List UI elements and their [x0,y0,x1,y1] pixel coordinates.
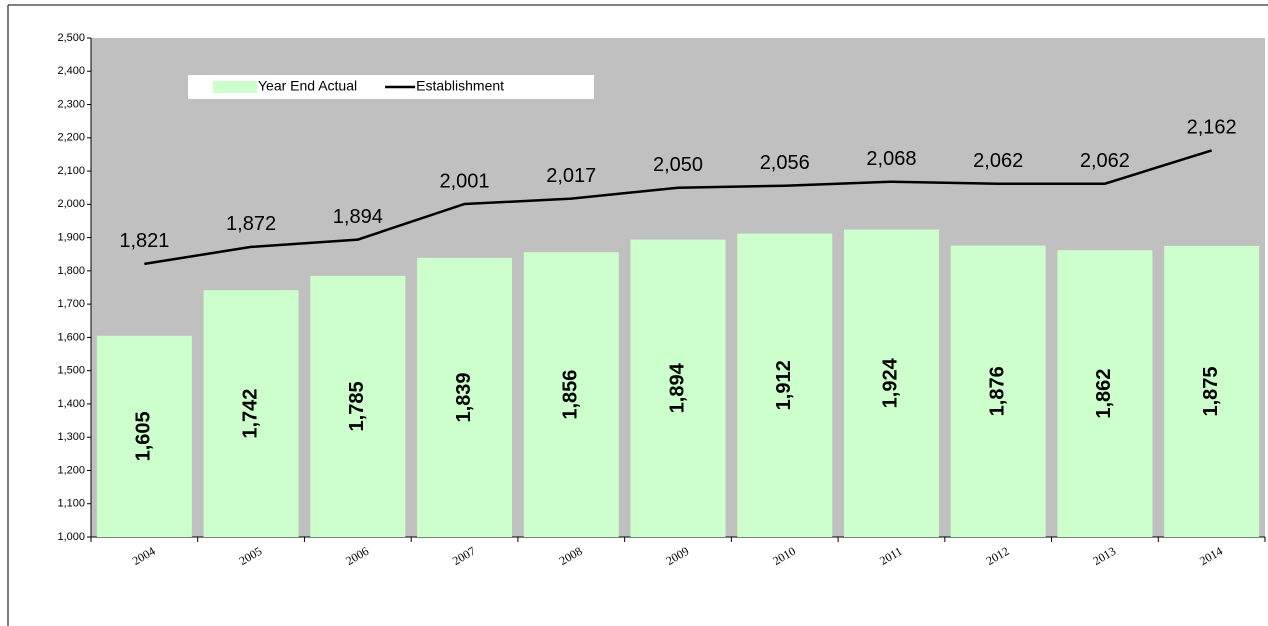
line-label: 2,062 [973,150,1023,172]
line-label: 1,821 [119,230,169,252]
y-tick-label: 1,200 [57,464,85,476]
line-label: 2,050 [653,154,703,176]
bar-label: 1,839 [453,372,475,422]
y-tick-label: 1,400 [57,398,85,410]
y-tick-label: 1,500 [57,365,85,377]
line-label: 2,162 [1187,117,1237,139]
y-tick-label: 1,800 [57,265,85,277]
y-tick-label: 1,000 [57,531,85,543]
x-tick-label: 2006 [343,544,371,568]
y-tick-label: 1,600 [57,331,85,343]
x-tick-label: 2014 [1197,544,1225,568]
bar-label: 1,875 [1200,366,1222,416]
bar [203,290,299,537]
line-label: 2,017 [546,165,596,187]
x-tick-label: 2007 [450,544,478,568]
bar-label: 1,605 [133,411,155,461]
y-tick-label: 2,400 [57,65,85,77]
legend-label: Year End Actual [258,78,357,94]
bar-label: 1,856 [560,370,582,420]
y-tick-label: 1,700 [57,298,85,310]
bar [96,335,192,537]
bar-label: 1,894 [666,362,688,413]
bar-label: 1,785 [346,381,368,431]
y-tick-label: 2,200 [57,132,85,144]
y-tick-label: 2,000 [57,198,85,210]
bar [310,275,406,537]
bar [1057,250,1153,537]
line-label: 2,062 [1080,150,1130,172]
y-tick-label: 2,300 [57,98,85,110]
bar [950,245,1046,538]
line-label: 2,001 [440,170,490,192]
y-tick-label: 1,100 [57,498,85,510]
line [144,149,1213,266]
line-label: 2,056 [760,152,810,174]
y-tick-label: 1,300 [57,431,85,443]
x-tick-label: 2005 [237,544,265,568]
legend-label: Establishment [416,78,504,94]
x-tick-label: 2010 [770,544,798,568]
x-tick-label: 2013 [1090,544,1118,568]
line-label: 1,872 [226,213,276,235]
bar-label: 1,876 [986,366,1008,416]
legend-swatch [213,81,257,93]
x-tick-label: 2004 [130,544,158,568]
x-tick-label: 2012 [984,544,1012,568]
bar-label: 1,924 [880,357,902,408]
x-tick-label: 2008 [557,544,585,568]
bar [417,257,513,537]
bar-label: 1,912 [773,360,795,410]
x-tick-label: 2009 [663,544,691,568]
bar-label: 1,742 [239,389,261,439]
y-tick-label: 1,900 [57,232,85,244]
x-tick-label: 2011 [877,544,904,568]
bar-label: 1,862 [1093,369,1115,419]
line-label: 1,894 [333,206,383,228]
bar [1164,245,1260,537]
bar [630,239,726,537]
bar [737,233,833,537]
bar [523,252,619,537]
line-label: 2,068 [866,148,916,170]
bar [843,229,939,537]
y-tick-label: 2,100 [57,165,85,177]
y-tick-label: 2,500 [57,32,85,44]
